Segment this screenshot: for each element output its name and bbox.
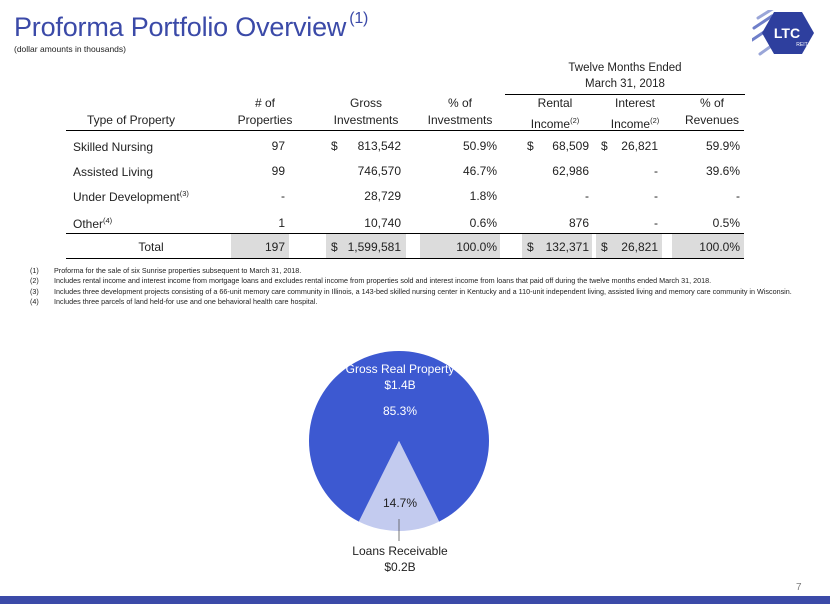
total-rule-top [66, 233, 744, 234]
footnote: (3) Includes three development projects c… [30, 286, 792, 296]
row-gross: 746,570 [357, 164, 401, 178]
total-interest: 26,821 [621, 240, 658, 254]
row-properties: 97 [271, 139, 285, 153]
row-gross: 28,729 [364, 189, 401, 203]
page-title: Proforma Portfolio Overview (1) [14, 10, 369, 43]
total-shade-pct [420, 234, 500, 258]
total-gross-currency: $ [331, 240, 338, 254]
row-type: Skilled Nursing [73, 140, 154, 154]
logo-subtext: REIT [796, 42, 807, 48]
row-revenues: 39.6% [705, 164, 740, 178]
row-interest: 26,821 [621, 139, 658, 153]
row-interest: - [654, 216, 658, 230]
row-interest: - [654, 164, 658, 178]
row-type: Assisted Living [73, 165, 154, 179]
pie-slice-loans-receivable [358, 441, 440, 531]
col-header-interest: Interest Income(2) [610, 96, 660, 131]
col-header-pct-revenues: % of Revenues [684, 96, 740, 127]
col-header-pct-investments: % of Investments [427, 96, 493, 127]
total-shade-properties [231, 234, 289, 258]
row-gross-currency: $ [331, 139, 338, 153]
col-header-rental: Rental Income(2) [530, 96, 580, 131]
row-gross: 10,740 [364, 216, 401, 230]
col-header-properties: # of Properties [237, 96, 293, 127]
total-rental-currency: $ [527, 240, 534, 254]
row-properties: 99 [271, 164, 285, 178]
pie-pct-small: 14.7% [382, 496, 418, 510]
footnotes: (1) Proforma for the sale of six Sunrise … [30, 266, 800, 307]
pie-label-main: Gross Real Property $1.4B [345, 362, 455, 392]
page-number: 7 [796, 582, 802, 593]
row-pct: 46.7% [462, 164, 497, 178]
bottom-accent-bar [0, 596, 830, 604]
total-revenues: 100.0% [699, 240, 740, 254]
footnote: (4) Includes three parcels of land held-f… [30, 296, 318, 306]
row-rental: - [585, 189, 589, 203]
row-pct: 50.9% [462, 139, 497, 153]
total-rule-bottom [66, 258, 744, 259]
ltc-logo: LTC REIT [752, 10, 814, 56]
total-pct: 100.0% [456, 240, 497, 254]
row-pct: 1.8% [469, 189, 497, 203]
row-pct: 0.6% [469, 216, 497, 230]
row-revenues: 0.5% [712, 216, 740, 230]
total-rental: 132,371 [545, 240, 589, 254]
row-properties: - [281, 189, 285, 203]
pie-label-small: Loans Receivable $0.2B [352, 544, 448, 574]
total-shade-gross [326, 234, 406, 258]
period-label-2: March 31, 2018 [585, 78, 665, 90]
footnote: (2) Includes rental income and interest i… [30, 276, 712, 286]
row-rental: 68,509 [552, 139, 589, 153]
row-properties: 1 [278, 216, 285, 230]
page-subtitle: (dollar amounts in thousands) [14, 44, 126, 54]
period-rule [505, 94, 745, 95]
row-interest: - [654, 189, 658, 203]
total-interest-currency: $ [601, 240, 608, 254]
row-gross: 813,542 [357, 139, 401, 153]
page-title-text: Proforma Portfolio Overview [14, 12, 347, 42]
pie-pct-main: 85.3% [382, 404, 418, 418]
footnote: (1) Proforma for the sale of six Sunrise … [30, 266, 302, 275]
row-revenues: 59.9% [705, 139, 740, 153]
header-rule [66, 130, 744, 131]
period-label-1: Twelve Months Ended [568, 62, 682, 74]
total-shade-revenues [672, 234, 744, 258]
row-type: Under Development(3) [73, 189, 189, 204]
col-header-gross: Gross Investments [333, 96, 399, 127]
row-revenues: - [736, 189, 740, 203]
logo-text: LTC [774, 25, 800, 41]
row-rental-currency: $ [527, 139, 534, 153]
total-shade-interest [596, 234, 662, 258]
row-type: Other(4) [73, 216, 113, 231]
total-gross: 1,599,581 [347, 240, 401, 254]
col-header-type: Type of Property [86, 113, 176, 127]
total-properties: 197 [264, 240, 285, 254]
page-title-footnote: (1) [349, 10, 369, 27]
row-interest-currency: $ [601, 139, 608, 153]
row-rental: 876 [568, 216, 589, 230]
total-shade-rental [522, 234, 592, 258]
total-label: Total [138, 240, 164, 254]
row-rental: 62,986 [552, 164, 589, 178]
